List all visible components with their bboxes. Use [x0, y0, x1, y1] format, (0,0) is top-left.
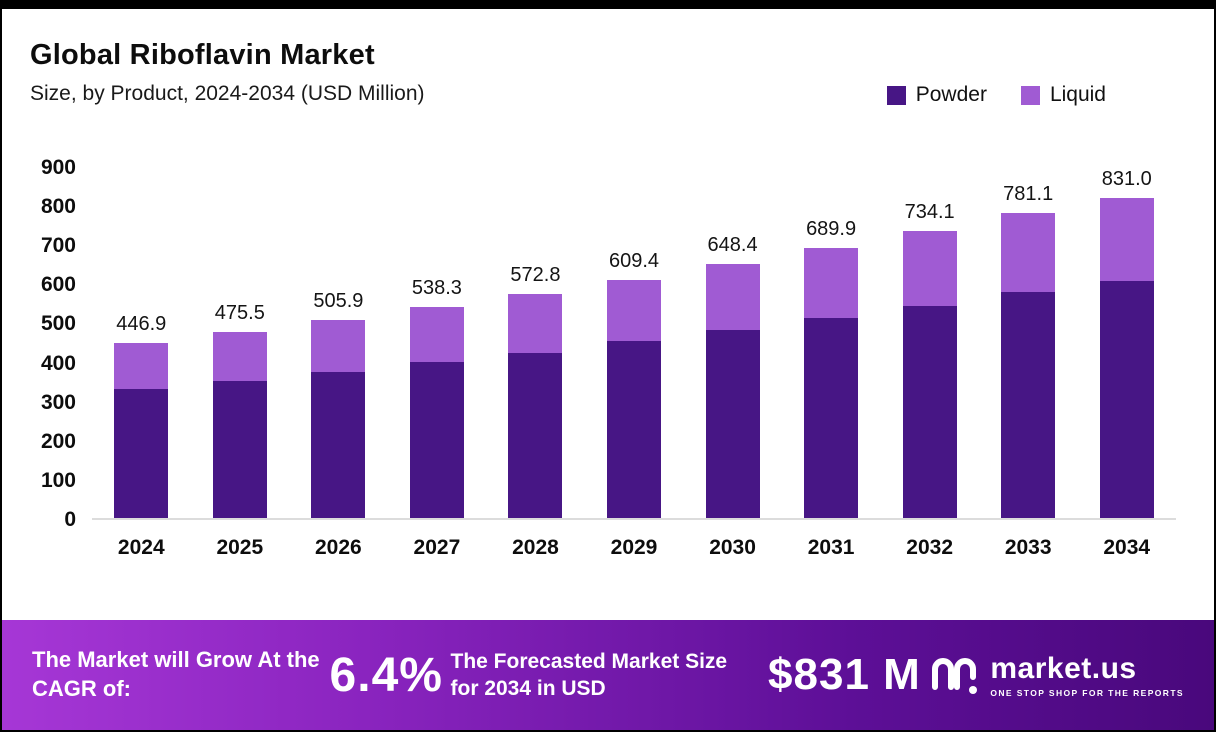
x-axis-label-2029: 2029 [610, 536, 658, 559]
bar-segment-powder [1001, 291, 1056, 518]
bar-segment-liquid [705, 264, 760, 330]
brand-name: market.us [990, 652, 1137, 685]
forecast-value: $831 M [768, 650, 921, 699]
bar-column-2034: 831.0 [1077, 168, 1176, 518]
bar-total-label: 475.5 [214, 302, 265, 325]
bar-column-2026: 505.9 [289, 168, 388, 518]
bar-total-label: 446.9 [116, 313, 167, 336]
y-tick-label: 300 [40, 390, 76, 414]
y-axis: 0 100 200 300 400 500 600 700 800 900 [14, 156, 92, 531]
bar-column-2033: 781.1 [979, 168, 1078, 518]
bar-total-label: 648.4 [707, 234, 758, 257]
legend-item-liquid: Liquid [1020, 83, 1106, 107]
legend-item-powder: Powder [886, 83, 987, 107]
bar-column-2031: 689.9 [782, 168, 881, 518]
bar-total-label: 609.4 [608, 249, 660, 272]
y-tick-label: 900 [40, 156, 76, 179]
bar-segment-powder [607, 341, 661, 518]
x-axis-label-2024: 2024 [117, 536, 165, 559]
bar-segment-powder [804, 318, 859, 518]
bar-segment-liquid [114, 343, 169, 389]
bar-total-label: 734.1 [904, 200, 955, 223]
bar-column-2028: 572.8 [486, 168, 585, 518]
y-tick-label: 200 [40, 429, 76, 453]
y-tick-label: 500 [40, 312, 76, 336]
footer-banner: The Market will Grow At the CAGR of: 6.4… [2, 620, 1214, 730]
bar-segment-liquid [409, 307, 464, 363]
bar-segment-liquid [508, 293, 563, 353]
bar-segment-powder [508, 352, 563, 518]
x-axis-label-2034: 2034 [1103, 536, 1151, 559]
chart-subtitle: Size, by Product, 2024-2034 (USD Million… [30, 82, 425, 105]
chart-title: Global Riboflavin Market [30, 39, 375, 71]
x-axis-label-2026: 2026 [315, 536, 362, 559]
bar-column-2032: 734.1 [880, 168, 979, 518]
chart-header: Global Riboflavin Market Size, by Produc… [2, 9, 1214, 106]
x-axis-label-2027: 2027 [413, 536, 461, 559]
bar-segment-liquid [1099, 198, 1154, 281]
y-tick-label: 600 [40, 273, 76, 297]
legend: Powder Liquid [886, 83, 1106, 107]
bar-segment-powder [311, 371, 366, 518]
bar-segment-liquid [311, 320, 366, 372]
bar-segment-powder [212, 380, 267, 518]
marketus-logo-icon [928, 649, 980, 702]
bar-total-label: 831.0 [1101, 168, 1152, 190]
bar-segment-liquid [607, 279, 661, 342]
bar-total-label: 505.9 [313, 290, 364, 313]
bar-total-label: 538.3 [411, 277, 462, 300]
cagr-label: The Market will Grow At the CAGR of: [32, 647, 320, 701]
bar-total-label: 689.9 [806, 218, 857, 241]
liquid-swatch-icon [1020, 85, 1040, 105]
forecast-label: The Forecasted Market Size for 2034 in U… [450, 649, 728, 700]
bar-column-2029: 609.4 [585, 168, 684, 518]
x-axis-label-2033: 2033 [1004, 536, 1052, 559]
bar-column-2024: 446.9 [92, 168, 191, 518]
y-tick-label: 100 [40, 468, 76, 492]
bar-segment-powder [1099, 280, 1154, 518]
bar-column-2030: 648.4 [683, 168, 782, 518]
bar-total-label: 572.8 [510, 263, 561, 286]
x-axis-label-2031: 2031 [807, 536, 855, 559]
legend-label-powder: Powder [915, 83, 987, 106]
x-axis-label-2025: 2025 [216, 536, 264, 559]
x-axis-label-2030: 2030 [709, 536, 756, 559]
bar-segment-powder [114, 388, 169, 518]
x-axis: 2024 2025 2026 2027 2028 2029 2030 2031 2032 2033… [92, 536, 1176, 560]
bar-segment-powder [902, 305, 957, 518]
bar-segment-liquid [1001, 212, 1056, 292]
brand-tagline: ONE STOP SHOP FOR THE REPORTS [990, 688, 1184, 698]
bar-segment-powder [705, 329, 760, 518]
bar-total-label: 781.1 [1003, 182, 1054, 205]
y-tick-label: 0 [64, 508, 76, 531]
y-tick-label: 700 [40, 234, 76, 258]
plot-area: 446.9 475.5 505.9 538.3 572.8 609.4 648.4 689.9… [92, 168, 1176, 520]
bar-column-2027: 538.3 [388, 168, 487, 518]
y-tick-label: 800 [40, 195, 76, 219]
legend-label-liquid: Liquid [1049, 83, 1106, 106]
cagr-value: 6.4% [329, 648, 443, 702]
powder-swatch-icon [886, 85, 906, 105]
chart-area: 0 100 200 300 400 500 600 700 800 900 446.9 475.5 5… [2, 156, 1214, 560]
bar-column-2025: 475.5 [191, 168, 290, 518]
brand-block: market.us ONE STOP SHOP FOR THE REPORTS [928, 649, 1184, 702]
bar-segment-liquid [212, 332, 267, 381]
x-axis-label-2032: 2032 [906, 536, 953, 559]
bar-segment-powder [409, 362, 464, 518]
y-tick-label: 400 [40, 351, 76, 375]
bar-segment-liquid [902, 230, 957, 306]
bars: 446.9 475.5 505.9 538.3 572.8 609.4 648.4 689.9… [92, 168, 1176, 518]
x-axis-label-2028: 2028 [512, 536, 559, 559]
bar-segment-liquid [804, 248, 859, 319]
